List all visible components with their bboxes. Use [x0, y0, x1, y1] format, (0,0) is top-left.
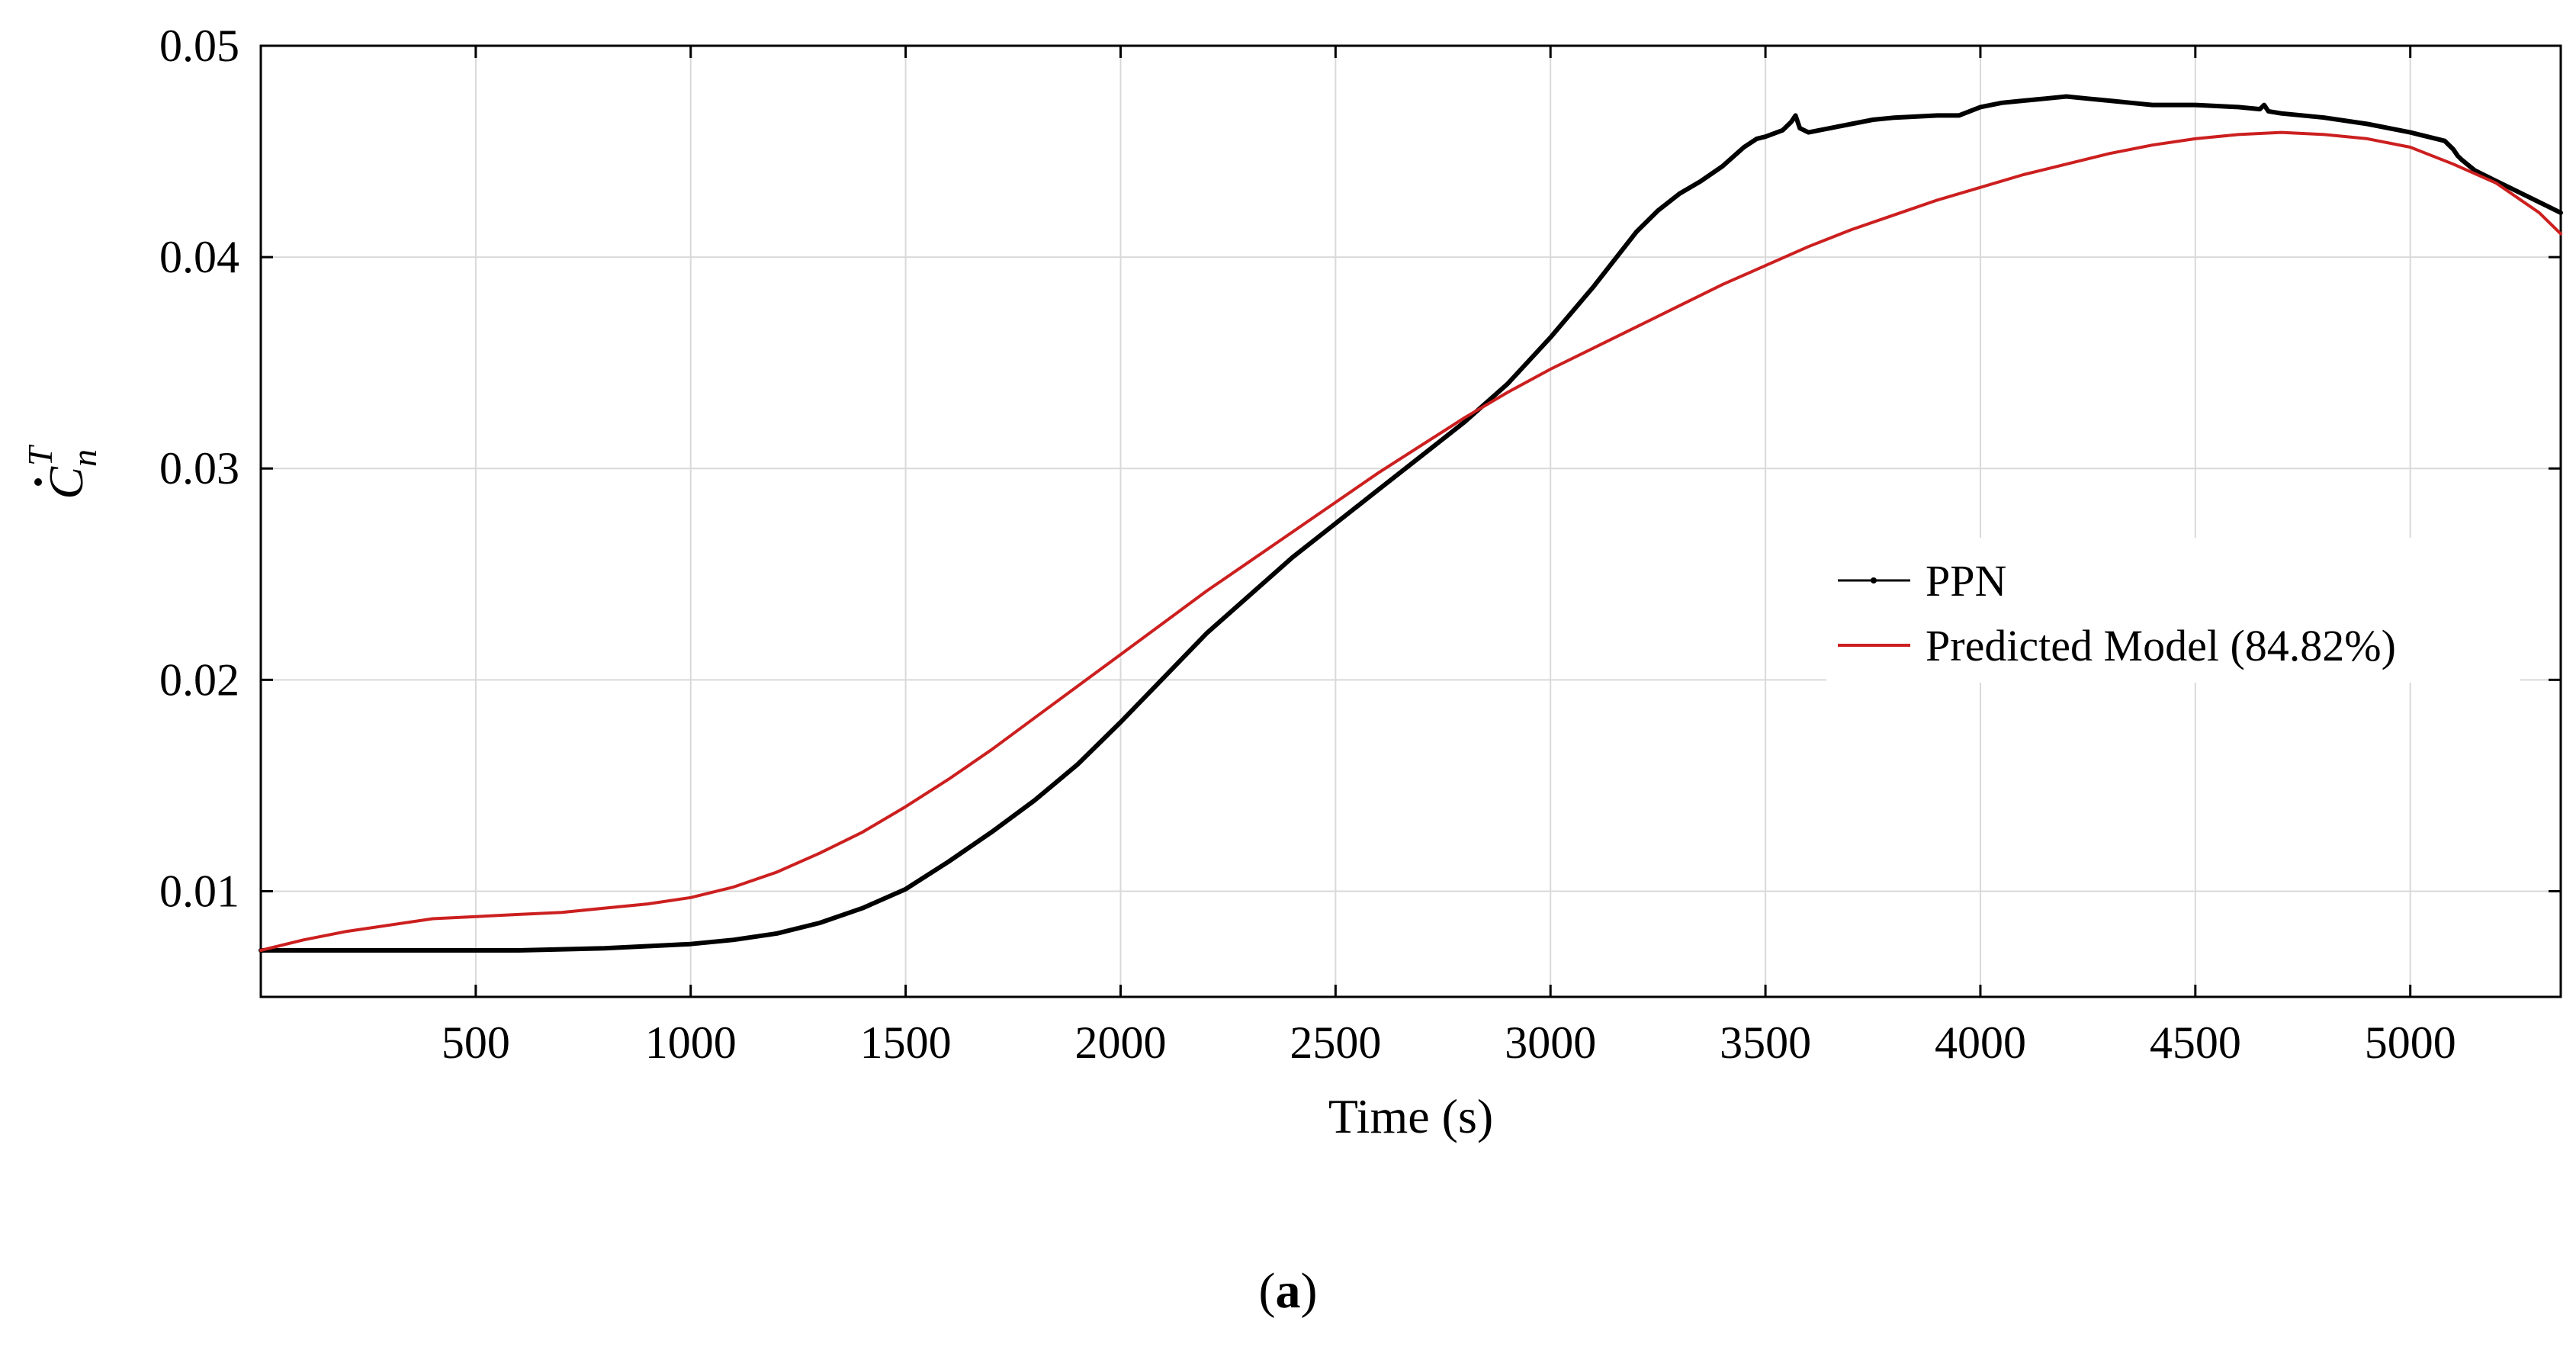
y-tick-label: 0.03 — [159, 443, 239, 493]
y-tick-label: 0.04 — [159, 232, 239, 282]
x-tick-label: 1000 — [645, 1017, 737, 1068]
x-axis-label: Time (s) — [1328, 1089, 1493, 1143]
x-tick-label: 2500 — [1290, 1017, 1381, 1068]
svg-text:CnT: CnT — [21, 444, 104, 500]
series-layer — [259, 94, 2563, 953]
series-line-ppn — [259, 94, 2563, 953]
x-tick-label: 1500 — [860, 1017, 952, 1068]
y-tick-label: 0.05 — [159, 21, 239, 71]
legend-box — [1826, 538, 2520, 683]
y-tick-label: 0.02 — [159, 654, 239, 705]
legend-label-predicted-model: Predicted Model (84.82%) — [1926, 621, 2396, 670]
figure-caption: (a) — [1258, 1263, 1318, 1319]
y-axis-label: CnT — [21, 444, 104, 500]
y-axis-ticks: 0.01 0.02 0.03 0.04 0.05 — [159, 21, 2561, 916]
legend-marker-ppn — [1871, 577, 1877, 583]
x-tick-label: 4000 — [1935, 1017, 2026, 1068]
legend: PPN Predicted Model (84.82%) — [1826, 538, 2520, 683]
gridlines — [261, 45, 2561, 997]
legend-label-ppn: PPN — [1926, 556, 2006, 606]
series-line-predicted-model — [259, 130, 2562, 952]
x-tick-label: 4500 — [2150, 1017, 2241, 1068]
x-tick-label: 3500 — [1720, 1017, 1811, 1068]
y-axis-label-base: C — [39, 466, 93, 500]
x-tick-label: 3000 — [1505, 1017, 1596, 1068]
x-tick-label: 500 — [442, 1017, 510, 1068]
caption-letter: a — [1275, 1263, 1301, 1319]
y-axis-label-dot — [34, 478, 42, 486]
y-axis-label-sup: T — [21, 444, 59, 466]
plot-frame — [259, 44, 2562, 998]
x-tick-label: 5000 — [2365, 1017, 2456, 1068]
x-tick-label: 2000 — [1074, 1017, 1166, 1068]
y-axis-label-sub: n — [65, 449, 104, 467]
y-tick-label: 0.01 — [159, 866, 239, 916]
x-axis-ticks: 500 1000 1500 2000 2500 3000 3500 4000 4500 5000 — [442, 46, 2456, 1068]
